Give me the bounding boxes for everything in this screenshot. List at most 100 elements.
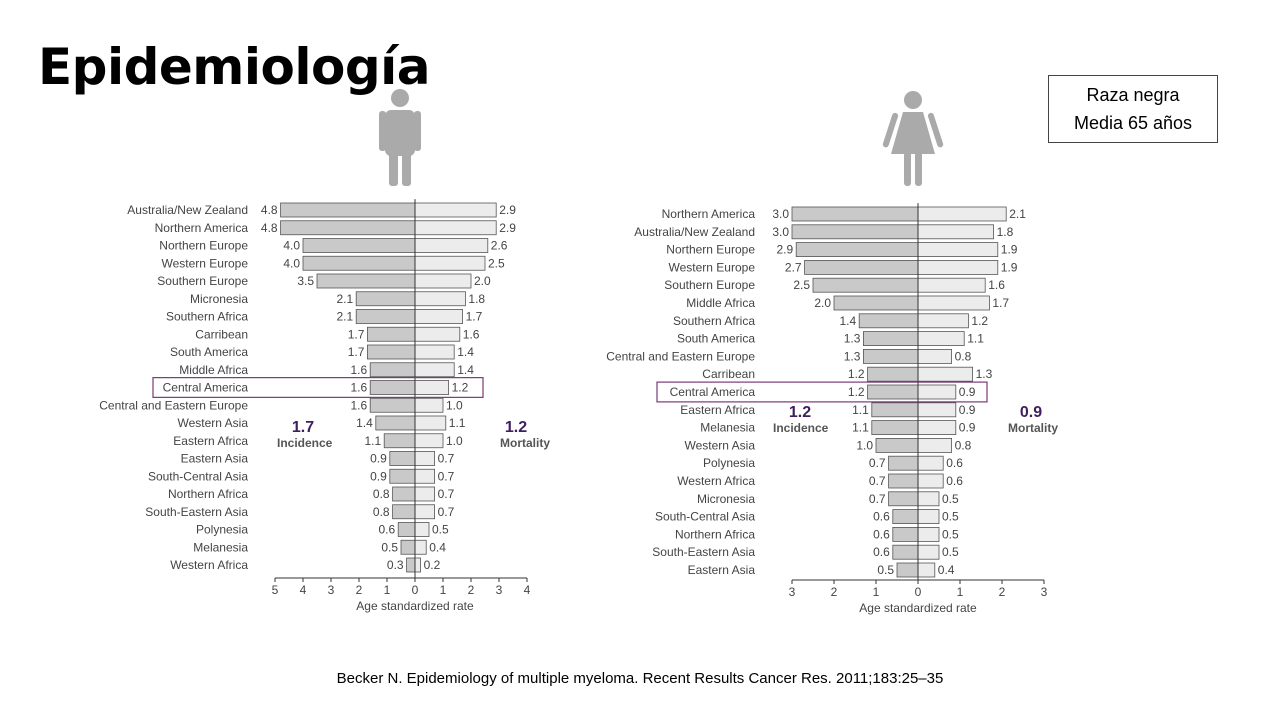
mortality-value-label: 1.6 [463,327,480,341]
category-label: Western Europe [162,256,249,270]
citation: Becker N. Epidemiology of multiple myelo… [336,670,944,687]
icon-head [391,89,409,107]
category-label: Central and Eastern Europe [606,349,755,363]
mortality-value-label: 0.7 [438,452,455,466]
incidence-value-label: 1.0 [856,438,873,452]
mortality-value-label: 0.4 [429,540,446,554]
mortality-series-label: Mortality [1008,421,1058,435]
x-tick-label: 1 [873,585,880,599]
incidence-bar [858,313,919,329]
x-axis-title: Age standardized rate [859,601,977,615]
incidence-bar [791,206,919,222]
incidence-bar [863,331,919,347]
mortality-value-label: 1.1 [449,416,466,430]
mortality-value-label: 0.9 [959,421,976,435]
category-label: South America [170,345,248,359]
incidence-value-label: 3.0 [772,225,789,239]
mortality-value-label: 0.7 [438,487,455,501]
mortality-value-label: 2.5 [488,256,505,270]
incidence-bar [791,224,919,240]
mortality-value-label: 2.9 [499,221,516,235]
x-tick-label: 2 [831,585,838,599]
category-label: Melanesia [700,421,755,435]
mortality-bar [917,455,944,471]
incidence-value-label: 1.6 [351,398,368,412]
x-tick-label: 1 [440,583,447,597]
incidence-value-label: 0.7 [869,492,886,506]
incidence-bar [892,527,919,542]
mortality-value-label: 0.9 [959,403,976,417]
incidence-series-label: Incidence [277,436,333,450]
icon-arm-right [414,111,421,151]
category-label: Central America [670,385,756,399]
mortality-bar [917,402,957,418]
incidence-bar [875,437,919,453]
mortality-value-label: 1.6 [988,278,1005,292]
mortality-value-label: 0.5 [942,492,959,506]
category-label: Australia/New Zealand [634,225,755,239]
mortality-bar [917,562,936,578]
incidence-value-label: 2.7 [785,260,802,274]
category-label: Southern Europe [664,278,755,292]
callout-incidence: 1.2 [789,404,811,421]
mortality-value-label: 0.5 [942,545,959,559]
mortality-value-label: 2.0 [474,274,491,288]
incidence-bar [892,544,919,560]
category-label: Eastern Africa [680,403,755,417]
x-tick-label: 3 [789,585,796,599]
incidence-value-label: 1.6 [351,381,368,395]
mortality-value-label: 0.6 [946,474,963,488]
incidence-bar [833,295,919,311]
category-label: Eastern Asia [181,452,249,466]
incidence-value-label: 4.8 [261,221,278,235]
mortality-bar [917,277,986,293]
category-label: Northern Europe [159,239,248,253]
incidence-bar [892,509,919,525]
category-label: Australia/New Zealand [127,203,248,217]
category-label: Polynesia [703,456,755,470]
incidence-bar [888,491,919,507]
x-tick-label: 0 [915,585,922,599]
incidence-bar [795,242,919,258]
category-label: Central and Eastern Europe [99,398,248,412]
mortality-bar [917,509,940,525]
mortality-value-label: 1.0 [446,434,463,448]
mortality-bar [917,420,957,436]
mortality-bar [917,331,965,347]
callout-incidence: 1.7 [292,419,314,436]
mortality-bar [917,242,999,258]
incidence-value-label: 0.6 [873,510,890,524]
mortality-value-label: 1.1 [967,332,984,346]
mortality-value-label: 0.6 [946,456,963,470]
icon-dress [891,112,935,154]
mortality-value-label: 1.9 [1001,243,1018,257]
mortality-bar [917,295,990,311]
incidence-bar [804,259,919,275]
info-box: Raza negra Media 65 años [1048,75,1218,143]
incidence-value-label: 0.6 [379,523,396,537]
mortality-bar [917,473,944,489]
x-tick-label: 0 [412,583,419,597]
x-tick-label: 3 [496,583,503,597]
incidence-value-label: 1.3 [844,349,861,363]
x-tick-label: 3 [1041,585,1048,599]
mortality-bar [917,206,1007,222]
mortality-value-label: 0.5 [942,510,959,524]
incidence-series-label: Incidence [773,421,829,435]
female-person-icon [882,91,944,186]
mortality-series-label: Mortality [500,436,550,450]
category-label: Northern Africa [675,527,755,541]
incidence-value-label: 1.7 [348,327,365,341]
incidence-bar [896,562,919,578]
mortality-value-label: 1.7 [992,296,1009,310]
mortality-value-label: 0.8 [955,349,972,363]
mortality-value-label: 0.7 [438,505,455,519]
category-label: Western Africa [170,558,248,572]
incidence-value-label: 0.5 [381,540,398,554]
incidence-bar [863,348,919,364]
incidence-value-label: 2.1 [337,310,354,324]
mortality-value-label: 0.5 [942,527,959,541]
incidence-value-label: 0.9 [370,469,387,483]
mortality-value-label: 2.9 [499,203,516,217]
